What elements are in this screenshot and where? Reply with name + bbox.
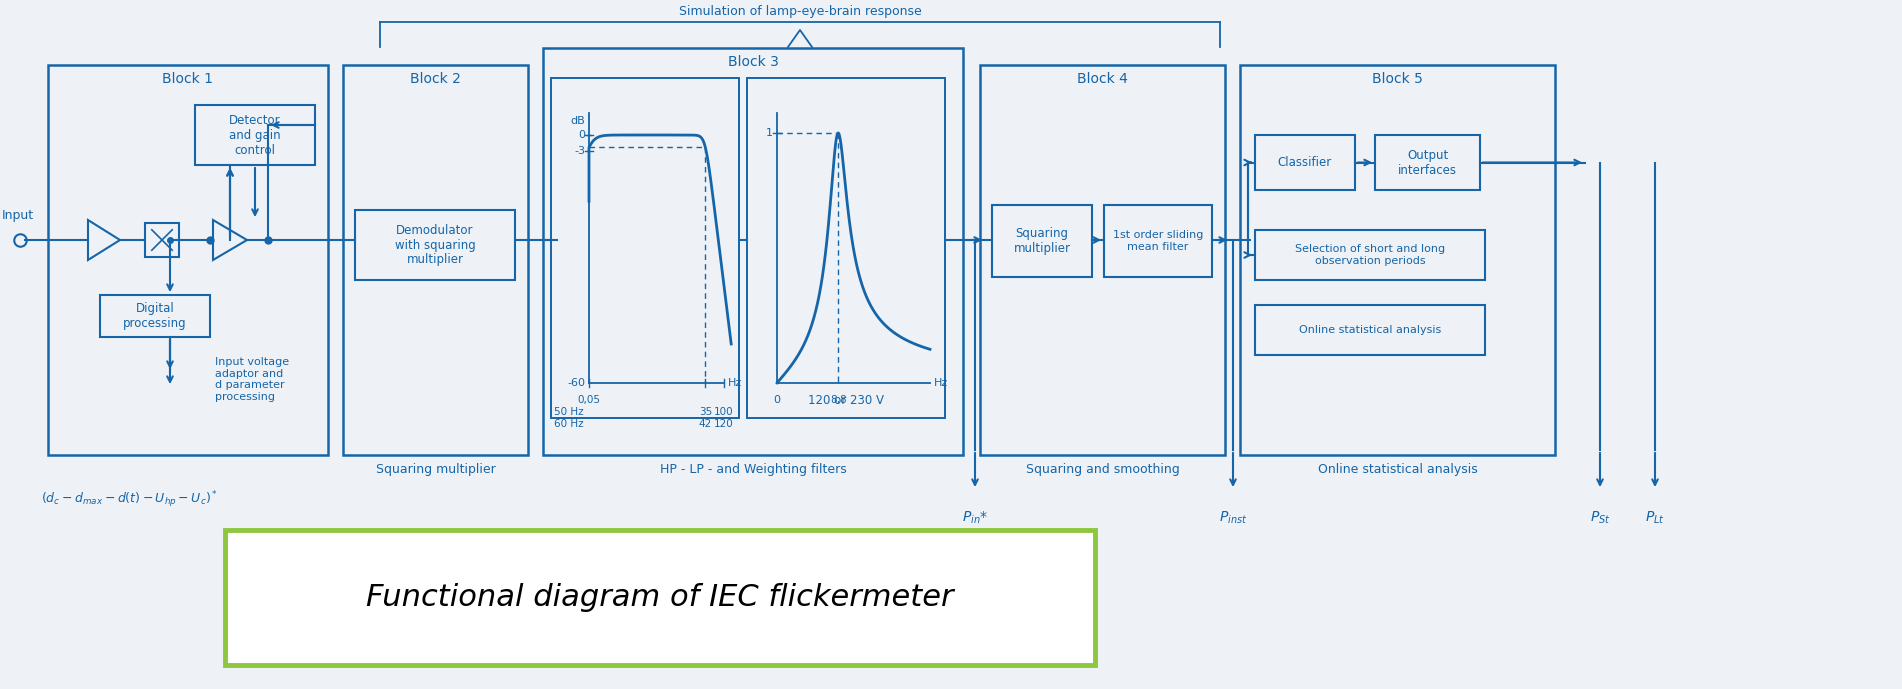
Bar [145,223,179,257]
Text: $P_{inst}$: $P_{inst}$ [1219,510,1248,526]
Text: Input voltage
adaptor and
d parameter
processing: Input voltage adaptor and d parameter pr… [215,357,289,402]
Bar [1103,205,1212,277]
Text: Detector
and gain
control: Detector and gain control [228,114,281,156]
Text: Block 2: Block 2 [411,72,460,86]
Text: Hz: Hz [728,378,742,388]
Text: 1: 1 [767,128,772,138]
Text: Classifier: Classifier [1278,156,1331,169]
Text: Squaring
multiplier: Squaring multiplier [1014,227,1071,255]
Bar [980,65,1225,455]
Text: dB: dB [571,116,586,126]
Bar [747,78,945,418]
Text: Block 4: Block 4 [1077,72,1128,86]
Text: Functional diagram of IEC flickermeter: Functional diagram of IEC flickermeter [367,583,953,612]
Text: 0,05: 0,05 [578,395,601,405]
Text: Squaring and smoothing: Squaring and smoothing [1025,462,1179,475]
Text: 60 Hz: 60 Hz [553,419,584,429]
Bar [224,530,1096,665]
Bar [1255,305,1485,355]
Text: 50 Hz: 50 Hz [553,407,584,417]
Text: $(d_c - d_{max} - d(t) - U_{hp} - U_c)^*$: $(d_c - d_{max} - d(t) - U_{hp} - U_c)^*… [42,490,219,511]
Text: Block 1: Block 1 [162,72,213,86]
Text: 120: 120 [713,419,734,429]
Text: -3: -3 [574,146,586,156]
Text: -60: -60 [567,378,586,388]
Text: Hz: Hz [934,378,949,388]
Bar [1255,135,1354,190]
Text: Block 3: Block 3 [728,55,778,69]
Text: 0: 0 [774,395,780,405]
Bar [552,78,740,418]
Bar [356,210,515,280]
Bar [196,105,316,165]
Text: 35: 35 [698,407,711,417]
Text: $P_{St}$: $P_{St}$ [1590,510,1611,526]
Text: 0: 0 [578,130,586,140]
Bar [1255,230,1485,280]
Bar [1240,65,1556,455]
Text: Selection of short and long
observation periods: Selection of short and long observation … [1295,244,1446,266]
Bar [48,65,327,455]
Bar [1375,135,1480,190]
Text: Digital
processing: Digital processing [124,302,186,330]
Text: Simulation of lamp-eye-brain response: Simulation of lamp-eye-brain response [679,5,921,18]
Text: Output
interfaces: Output interfaces [1398,149,1457,176]
Text: 120 or 230 V: 120 or 230 V [808,393,884,407]
Bar [542,48,962,455]
Text: Squaring multiplier: Squaring multiplier [375,462,495,475]
Bar [342,65,529,455]
Text: Block 5: Block 5 [1371,72,1423,86]
Text: HP - LP - and Weighting filters: HP - LP - and Weighting filters [660,462,846,475]
Text: 1st order sliding
mean filter: 1st order sliding mean filter [1113,230,1204,251]
Text: Input: Input [2,209,34,222]
Text: $P_{Lt}$: $P_{Lt}$ [1645,510,1664,526]
Text: Online statistical analysis: Online statistical analysis [1318,462,1478,475]
Bar [993,205,1092,277]
Text: 42: 42 [698,419,711,429]
Text: Demodulator
with squaring
multiplier: Demodulator with squaring multiplier [394,223,476,267]
Text: Online statistical analysis: Online statistical analysis [1299,325,1442,335]
Text: $P_{in}$*: $P_{in}$* [962,510,987,526]
Text: 100: 100 [713,407,734,417]
Text: 8,8: 8,8 [829,395,846,405]
Bar [101,295,209,337]
